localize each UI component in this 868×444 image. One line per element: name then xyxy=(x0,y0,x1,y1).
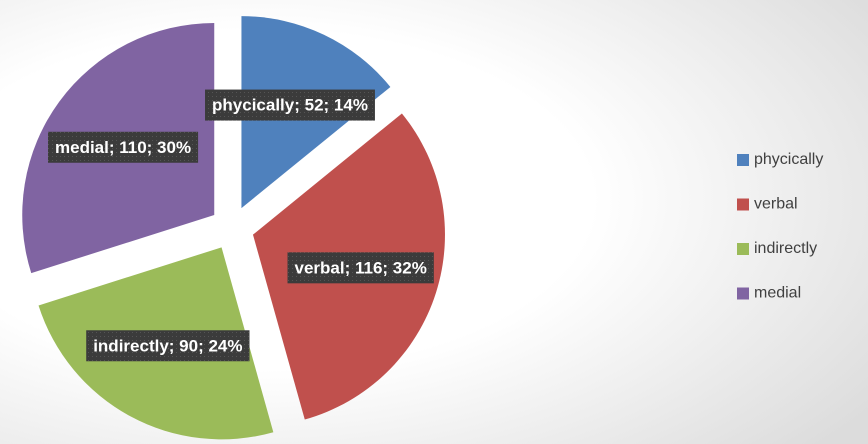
data-label: indirectly; 90; 24% xyxy=(93,336,242,355)
legend-swatch xyxy=(737,154,749,166)
data-labels: phycically; 52; 14% verbal; 116; 32% indir… xyxy=(48,89,434,362)
data-label-box xyxy=(205,89,375,121)
data-label-box xyxy=(86,330,250,362)
legend-label: phycically xyxy=(754,151,823,168)
legend-swatch xyxy=(737,287,749,300)
legend-label: verbal xyxy=(754,196,798,213)
legend-label: medial xyxy=(754,285,801,302)
legend: phycically verbal indirectly medial xyxy=(737,151,823,302)
data-label: verbal; 116; 32% xyxy=(295,258,427,277)
data-label: medial; 110; 30% xyxy=(55,138,191,157)
legend-label: indirectly xyxy=(754,240,817,257)
data-label-box xyxy=(48,131,199,163)
data-label: phycically; 52; 14% xyxy=(212,96,368,115)
legend-swatch xyxy=(737,243,749,255)
legend-swatch xyxy=(737,198,749,211)
data-label-box xyxy=(287,252,434,284)
